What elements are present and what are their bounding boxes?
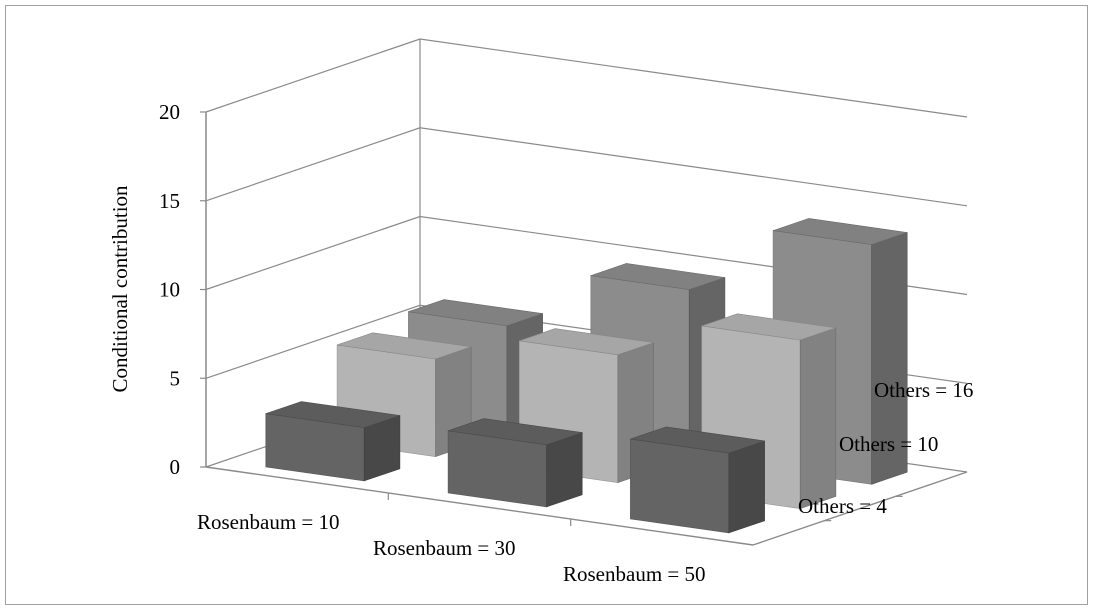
bar-side xyxy=(546,432,583,508)
depth-axis-line xyxy=(752,471,968,546)
bar-side xyxy=(799,327,837,510)
bar-top xyxy=(590,263,725,290)
bar-side xyxy=(728,440,765,534)
bar-top xyxy=(265,401,400,429)
depth-tick-label: Others = 10 xyxy=(839,432,938,456)
bar-top xyxy=(773,218,908,245)
bar-top xyxy=(630,426,765,454)
y-tick-label: 0 xyxy=(170,455,181,479)
x-tick-label: Rosenbaum = 10 xyxy=(197,510,340,534)
bar-top xyxy=(408,299,543,327)
gridline xyxy=(205,127,968,207)
y-axis-label: Conditional contribution xyxy=(108,185,132,393)
bar-front xyxy=(630,438,730,534)
y-tick-label: 20 xyxy=(159,100,180,124)
depth-tick-label: Others = 4 xyxy=(798,494,887,518)
axis-layer: 0 5 10 15 20 Rosenbaum = 10 Rosenbaum = 30 Rose… xyxy=(159,100,973,586)
chart-3d-columns: 0 5 10 15 20 Rosenbaum = 10 Rosenbaum = 30 Rose… xyxy=(108,38,973,586)
y-tick-label: 5 xyxy=(170,366,181,390)
bar-top xyxy=(337,332,472,360)
bar xyxy=(630,426,765,534)
bar-top xyxy=(519,328,654,356)
chart-frame: 0 5 10 15 20 Rosenbaum = 10 Rosenbaum = 30 Rose… xyxy=(5,5,1088,605)
bar-top xyxy=(448,418,583,446)
x-tick-label: Rosenbaum = 30 xyxy=(373,536,516,560)
bars-layer xyxy=(265,218,908,534)
gridline xyxy=(205,38,968,118)
x-axis-line xyxy=(205,466,754,546)
bar-top xyxy=(701,313,836,341)
bar xyxy=(265,401,401,482)
y-tick-label: 10 xyxy=(159,278,180,302)
y-tick-label: 15 xyxy=(159,189,180,213)
bar xyxy=(447,418,583,508)
depth-tick-label: Others = 16 xyxy=(874,378,973,402)
x-tick-label: Rosenbaum = 50 xyxy=(563,562,706,586)
